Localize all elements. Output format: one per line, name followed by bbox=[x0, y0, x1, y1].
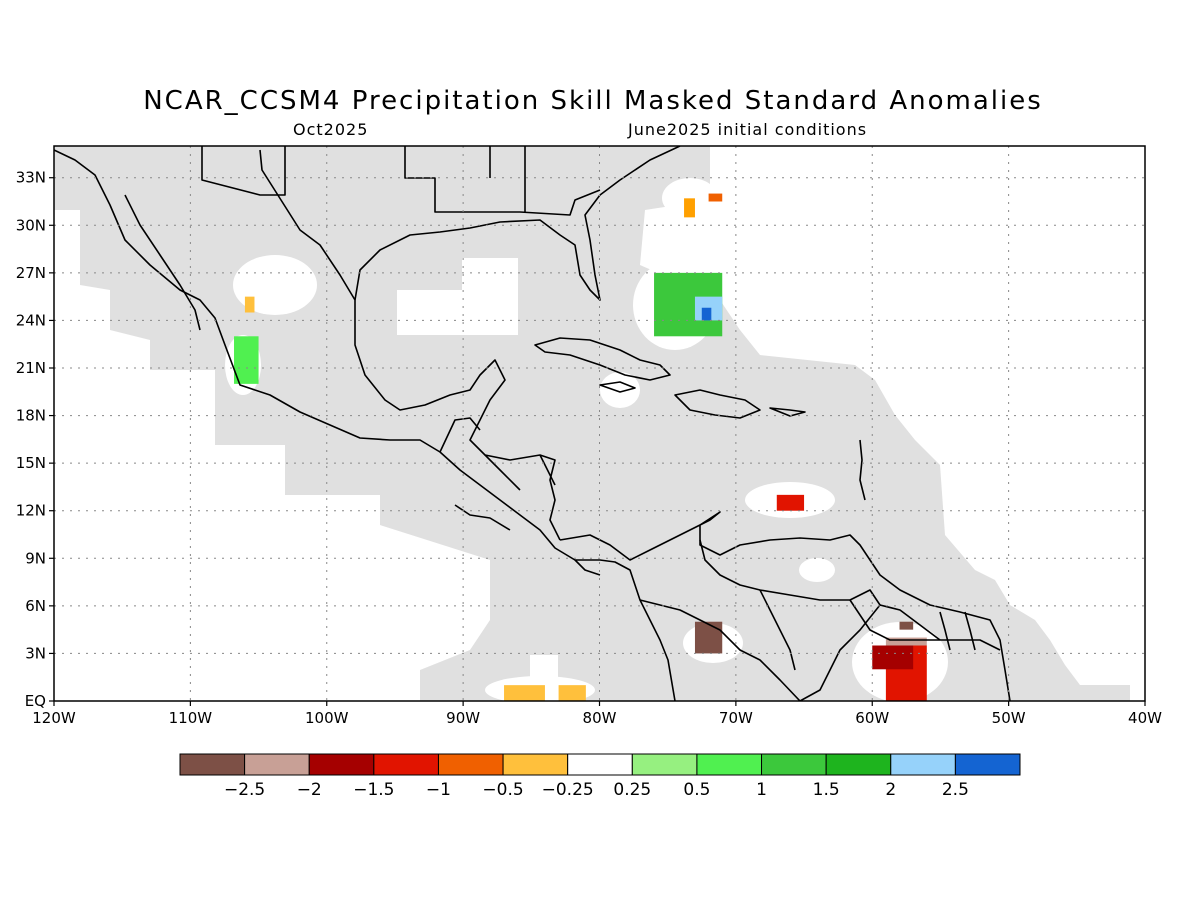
anomaly-patch bbox=[899, 621, 914, 630]
colorbar-swatch bbox=[631, 753, 698, 776]
anomaly-patch bbox=[244, 296, 255, 313]
colorbar-label: −0.5 bbox=[482, 780, 523, 800]
lon-tick-label: 100W bbox=[305, 709, 349, 727]
colorbar-swatch bbox=[954, 753, 1021, 776]
mask-hole bbox=[662, 178, 718, 218]
anomaly-patch bbox=[701, 307, 712, 321]
colorbar-swatch bbox=[696, 753, 763, 776]
colorbar-label: −1.5 bbox=[353, 780, 394, 800]
colorbar-swatch bbox=[825, 753, 892, 776]
coastlines bbox=[54, 146, 1011, 701]
colorbar-label: 0.25 bbox=[613, 780, 651, 800]
lon-tick-label: 50W bbox=[992, 709, 1026, 727]
map-plot-area bbox=[54, 146, 1130, 701]
colorbar-swatch bbox=[437, 753, 504, 776]
colorbar-label: 2 bbox=[885, 780, 896, 800]
colorbar-swatch bbox=[179, 753, 246, 776]
lat-tick-label: 9N bbox=[25, 549, 46, 567]
colorbar-label: −1 bbox=[426, 780, 451, 800]
colorbar-label: −0.25 bbox=[542, 780, 594, 800]
colorbar-swatch bbox=[502, 753, 569, 776]
colorbar-label: 1.5 bbox=[813, 780, 840, 800]
anomaly-patch bbox=[872, 645, 914, 670]
lon-tick-label: 80W bbox=[583, 709, 617, 727]
lat-tick-label: 18N bbox=[16, 407, 46, 425]
anomaly-patch bbox=[234, 336, 259, 384]
chart-title: NCAR_CCSM4 Precipitation Skill Masked St… bbox=[143, 86, 1043, 116]
lat-tick-label: 21N bbox=[16, 359, 46, 377]
anomaly-patch bbox=[558, 685, 586, 701]
colorbar-swatch bbox=[244, 753, 310, 776]
lon-tick-label: 60W bbox=[855, 709, 889, 727]
anomaly-patch bbox=[885, 637, 927, 646]
lat-tick-label: 12N bbox=[16, 502, 46, 520]
lon-tick-label: 70W bbox=[719, 709, 753, 727]
colorbar-label: −2.5 bbox=[224, 780, 265, 800]
anomaly-patch bbox=[684, 198, 695, 218]
lat-tick-label: 27N bbox=[16, 264, 46, 282]
colorbar-label: 1 bbox=[756, 780, 767, 800]
colorbar-label: −2 bbox=[297, 780, 322, 800]
lat-tick-label: 6N bbox=[25, 597, 46, 615]
colorbar-label: 0.5 bbox=[683, 780, 710, 800]
gridlines bbox=[54, 146, 1145, 701]
lon-tick-label: 110W bbox=[169, 709, 213, 727]
lat-tick-label: 30N bbox=[16, 216, 46, 234]
anomaly-patch bbox=[708, 193, 723, 202]
anomaly-patch bbox=[694, 621, 723, 654]
anomaly-patch bbox=[504, 685, 545, 701]
colorbar-swatch bbox=[567, 753, 633, 776]
lat-tick-label: 15N bbox=[16, 454, 46, 472]
skill-mask bbox=[54, 146, 1130, 701]
mask-hole bbox=[799, 558, 835, 582]
mask-hole bbox=[600, 372, 640, 408]
anomaly-patch bbox=[776, 494, 805, 511]
colorbar-swatch bbox=[373, 753, 439, 776]
colorbar-swatch bbox=[890, 753, 956, 776]
lat-tick-label: 33N bbox=[16, 169, 46, 187]
init-conditions: June2025 initial conditions bbox=[628, 120, 868, 139]
lon-tick-label: 40W bbox=[1128, 709, 1162, 727]
valid-month: Oct2025 bbox=[293, 120, 369, 139]
colorbar-swatch bbox=[761, 753, 827, 776]
colorbar-swatch bbox=[308, 753, 375, 776]
lat-tick-label: 24N bbox=[16, 311, 46, 329]
colorbar-label: 2.5 bbox=[942, 780, 969, 800]
lon-tick-label: 90W bbox=[446, 709, 480, 727]
lon-tick-label: 120W bbox=[32, 709, 76, 727]
lat-tick-label: EQ bbox=[25, 692, 46, 710]
colorbar: −2.5 −2 −1.5 −1 −0.5 −0.25 0.25 0.5 1 1.5 2 2.5 bbox=[179, 753, 1021, 800]
lat-tick-label: 3N bbox=[25, 644, 46, 662]
